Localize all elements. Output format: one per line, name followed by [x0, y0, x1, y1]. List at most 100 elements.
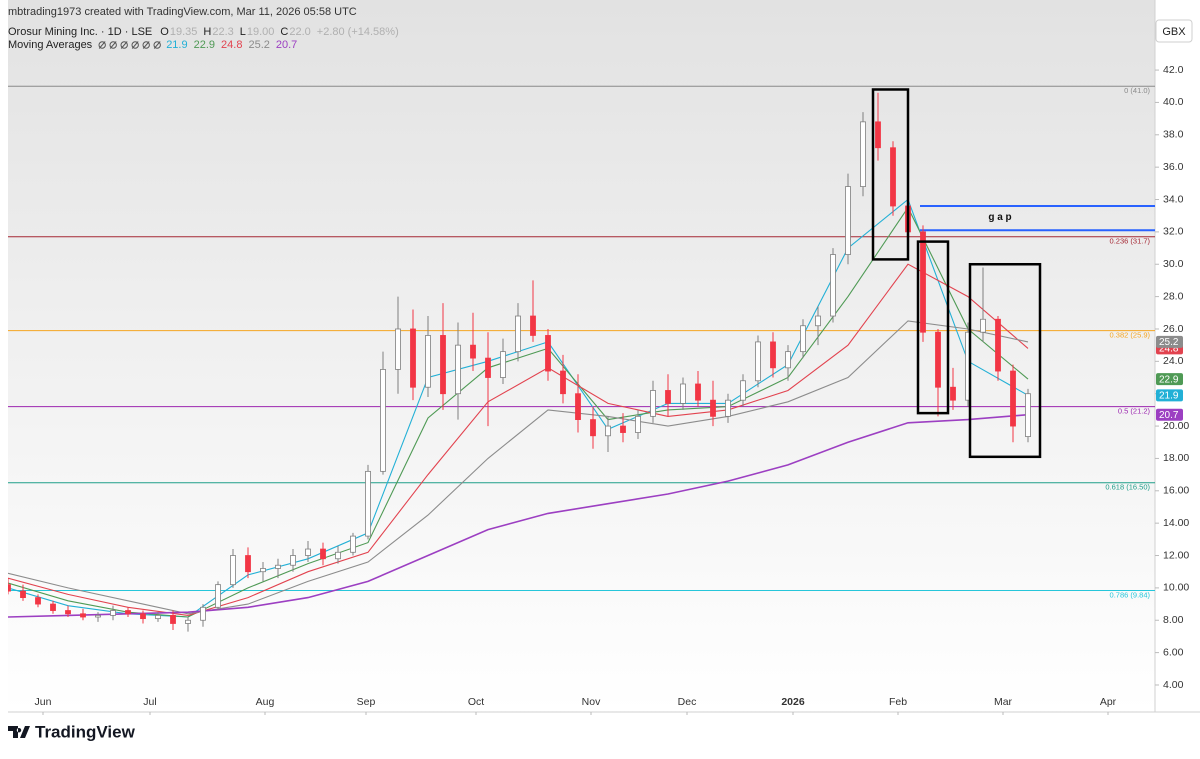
y-tick-label: 24.0	[1163, 355, 1184, 367]
moving-average-line	[8, 263, 1029, 616]
candle-body	[215, 584, 221, 608]
candle-body	[800, 325, 806, 353]
x-tick-label: 2026	[781, 696, 805, 708]
candle-body	[1010, 370, 1016, 427]
candle-body	[125, 610, 131, 615]
y-tick-label: 18.00	[1163, 452, 1189, 464]
header-text: 22.3	[212, 26, 233, 38]
candle-body	[575, 393, 581, 420]
candle-body	[95, 614, 101, 618]
candle-body	[80, 613, 86, 618]
price-tag-label: 20.7	[1159, 410, 1179, 421]
candle-body	[515, 315, 521, 353]
price-tag-label: 25.2	[1159, 337, 1179, 348]
candle-body	[65, 610, 71, 615]
annotation-box	[916, 240, 950, 415]
currency-label: GBX	[1162, 26, 1186, 38]
candle-body	[590, 419, 596, 437]
candle-body	[890, 147, 896, 207]
x-tick-label: Jul	[143, 696, 156, 708]
y-tick-label: 6.00	[1163, 646, 1184, 658]
y-tick-label: 26.0	[1163, 323, 1184, 335]
y-tick-label: 8.00	[1163, 614, 1184, 626]
header-text: 19.35	[170, 26, 198, 38]
candle-body	[290, 555, 296, 566]
candle-body	[185, 619, 191, 624]
header-text: +2.80 (+14.58%)	[317, 26, 399, 38]
candle-body	[995, 318, 1001, 372]
y-tick-label: 4.00	[1163, 679, 1184, 691]
candle-body	[980, 318, 986, 333]
fib-label: 0.236 (31.7)	[1110, 237, 1151, 246]
candle-body	[20, 590, 26, 598]
candle-body	[110, 610, 116, 616]
moving-average-line	[8, 320, 1029, 615]
y-tick-label: 12.00	[1163, 549, 1189, 561]
candle-body	[875, 121, 881, 149]
y-tick-label: 36.0	[1163, 161, 1184, 173]
currency-button[interactable]	[1155, 19, 1193, 43]
price-tag	[1156, 335, 1183, 348]
candle-body	[545, 335, 551, 372]
price-tag-label: 24.8	[1159, 344, 1179, 355]
candle-body	[410, 328, 416, 388]
settings-icon	[142, 41, 150, 49]
y-tick-label: 42.0	[1163, 64, 1184, 76]
candle-body	[440, 335, 446, 395]
annotation-box	[871, 88, 910, 261]
y-tick-label: 28.0	[1163, 290, 1184, 302]
candle-body	[950, 386, 956, 401]
candle-body	[605, 425, 611, 437]
fib-label: 0.618 (16.50)	[1105, 483, 1150, 492]
settings-icon	[131, 41, 139, 49]
candle-body	[1025, 393, 1031, 437]
ma-settings-icons	[98, 41, 161, 49]
candle-body	[740, 380, 746, 401]
candle-body	[665, 390, 671, 404]
logo-icon	[8, 726, 30, 738]
annotation-box	[968, 262, 1042, 459]
candle-body	[935, 331, 941, 388]
x-tick-label: Sep	[357, 696, 376, 708]
header-text: Orosur Mining Inc. · 1D · LSE	[8, 26, 152, 38]
candle-body	[260, 568, 266, 573]
fib-label: 0.5 (21.2)	[1118, 407, 1151, 416]
y-tick-label: 14.00	[1163, 517, 1189, 529]
price-tag-label: 21.9	[1159, 390, 1179, 401]
header-text: 24.8	[221, 39, 242, 51]
candle-body	[200, 606, 206, 621]
candle-body	[755, 341, 761, 382]
price-tag	[1156, 408, 1183, 421]
candle-body	[650, 390, 656, 417]
candle-body	[830, 254, 836, 317]
candle-body	[530, 315, 536, 336]
x-tick-label: Mar	[994, 696, 1013, 708]
x-tick-label: Aug	[256, 696, 275, 708]
candle-body	[710, 399, 716, 417]
y-tick-label: 16.00	[1163, 485, 1189, 497]
price-tag-label: 22.9	[1159, 374, 1179, 385]
fib-label: 0 (41.0)	[1124, 86, 1150, 95]
header-text: 19.00	[247, 26, 275, 38]
candle-body	[350, 535, 356, 553]
candle-body	[725, 399, 731, 417]
candle-body	[785, 351, 791, 369]
header-text: O	[160, 26, 169, 38]
candle-body	[230, 555, 236, 586]
candle-body	[380, 369, 386, 472]
settings-icon	[142, 41, 150, 49]
settings-icon	[120, 41, 128, 49]
x-tick-label: Jun	[35, 696, 52, 708]
candle-body	[8, 584, 11, 592]
candle-body	[365, 470, 371, 537]
y-tick-label: 10.00	[1163, 582, 1189, 594]
candle-body	[305, 548, 311, 556]
y-tick-label: 30.0	[1163, 258, 1184, 270]
header-text: 20.7	[276, 39, 297, 51]
y-tick-label: 40.0	[1163, 96, 1184, 108]
gap-label: g a p	[988, 212, 1011, 223]
header-text: 25.2	[248, 39, 269, 51]
price-tag	[1156, 389, 1183, 402]
